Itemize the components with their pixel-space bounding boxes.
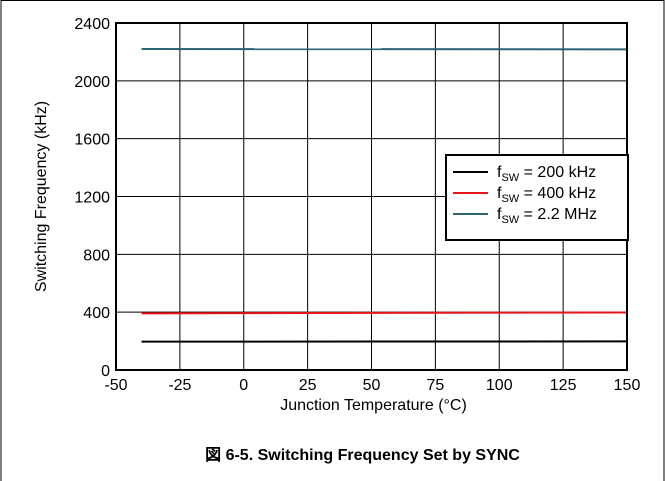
y-axis-label: Switching Frequency (kHz) bbox=[33, 101, 50, 292]
x-tick-label: 75 bbox=[426, 377, 444, 394]
x-tick-label: 0 bbox=[239, 377, 248, 394]
series-layer bbox=[141, 48, 628, 343]
x-tick-label: 125 bbox=[550, 377, 577, 394]
y-tick-label: 1200 bbox=[74, 190, 110, 207]
y-tick-labels: 0 400 800 1200 1600 2000 2400 bbox=[74, 16, 110, 380]
x-tick-label: 50 bbox=[363, 377, 381, 394]
y-tick-label: 400 bbox=[83, 305, 110, 322]
x-tick-label: 100 bbox=[486, 377, 513, 394]
y-tick-label: 2000 bbox=[74, 74, 110, 91]
legend-label-0: fSW = 200 kHz bbox=[497, 164, 596, 184]
x-tick-label: -50 bbox=[104, 377, 127, 394]
legend-label-2: fSW = 2.2 MHz bbox=[497, 206, 597, 226]
x-tick-labels: -50 -25 0 25 50 75 100 125 150 bbox=[104, 377, 640, 394]
legend-label-1: fSW = 400 kHz bbox=[497, 185, 596, 205]
x-tick-label: 150 bbox=[614, 377, 641, 394]
x-axis-label: Junction Temperature (°C) bbox=[280, 397, 467, 414]
legend-box bbox=[445, 154, 629, 241]
y-tick-label: 2400 bbox=[74, 16, 110, 33]
x-tick-label: 25 bbox=[299, 377, 317, 394]
y-tick-label: 800 bbox=[83, 247, 110, 264]
series-line-1 bbox=[141, 311, 628, 315]
figure-caption: 図 6-5. Switching Frequency Set by SYNC bbox=[205, 447, 520, 464]
y-tick-label: 1600 bbox=[74, 132, 110, 149]
x-tick-label: -25 bbox=[168, 377, 191, 394]
y-tick-label: 0 bbox=[101, 363, 110, 380]
